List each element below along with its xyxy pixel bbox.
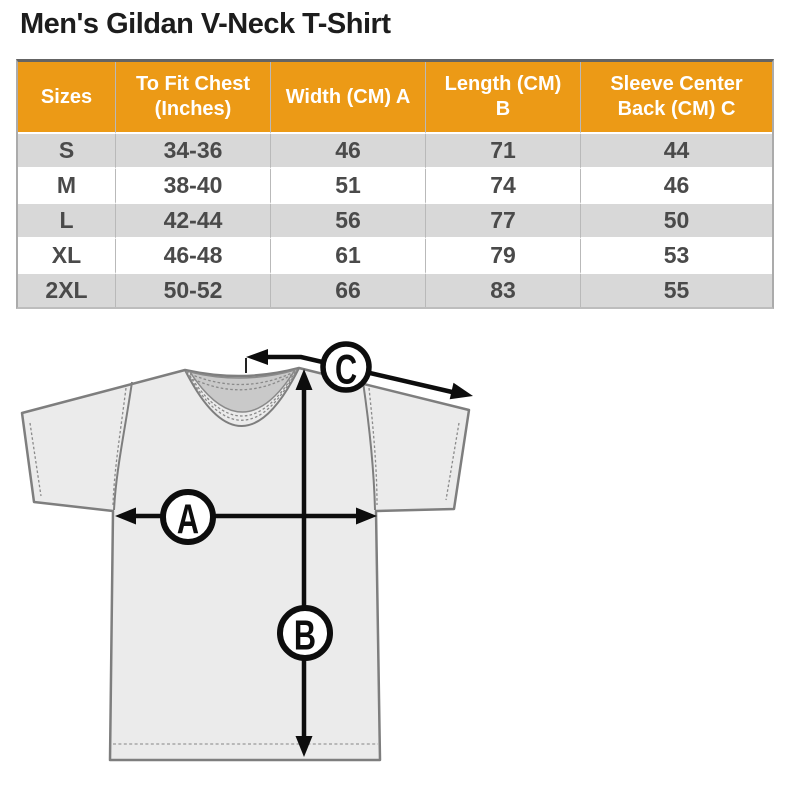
sleeve-label-circle xyxy=(320,341,372,393)
cell-sleeve: 55 xyxy=(580,274,772,307)
page-title: Men's Gildan V-Neck T-Shirt xyxy=(20,8,391,40)
cell-sleeve: 46 xyxy=(580,169,772,204)
cell-sleeve: 50 xyxy=(580,204,772,239)
cell-length: 77 xyxy=(425,204,580,239)
column-header-length: Length (CM) B xyxy=(425,62,580,134)
cell-size: S xyxy=(18,134,115,169)
length-label-circle xyxy=(277,605,333,661)
cell-width: 61 xyxy=(270,239,425,274)
column-header-sizes: Sizes xyxy=(18,62,115,134)
left-sleeve-inner-edge xyxy=(113,381,133,511)
cell-sleeve: 44 xyxy=(580,134,772,169)
column-header-chest: To Fit Chest (Inches) xyxy=(115,62,270,134)
cell-sleeve: 53 xyxy=(580,239,772,274)
table-row: M 38-40 51 74 46 xyxy=(18,169,772,204)
cell-size: M xyxy=(18,169,115,204)
collar-stitch-band-1 xyxy=(186,368,298,417)
armhole-seam-right xyxy=(368,387,378,506)
back-neck-opening xyxy=(188,368,297,413)
column-header-width: Width (CM) A xyxy=(270,62,425,134)
cell-length: 79 xyxy=(425,239,580,274)
column-header-sleeve: Sleeve Center Back (CM) C xyxy=(580,62,772,134)
length-label: B xyxy=(294,612,316,659)
collar-stitch-top-1 xyxy=(189,371,295,386)
table-row: L 42-44 56 77 50 xyxy=(18,204,772,239)
tshirt-diagram: A B C xyxy=(20,341,473,762)
width-label: A xyxy=(177,496,199,543)
cell-width: 46 xyxy=(270,134,425,169)
table-row: S 34-36 46 71 44 xyxy=(18,134,772,169)
sleeve-hem-seam-right xyxy=(445,422,460,501)
collar-stitch-band-2 xyxy=(185,367,299,421)
cell-size: L xyxy=(18,204,115,239)
cell-chest: 38-40 xyxy=(115,169,270,204)
table-row: XL 46-48 61 79 53 xyxy=(18,239,772,274)
length-arrow xyxy=(295,369,313,757)
width-label-circle xyxy=(160,489,216,545)
tshirt-outline xyxy=(20,366,471,762)
cell-chest: 46-48 xyxy=(115,239,270,274)
cell-width: 51 xyxy=(270,169,425,204)
table-row: 2XL 50-52 66 83 55 xyxy=(18,274,772,307)
sleeve-label: C xyxy=(335,346,357,393)
right-sleeve-inner-edge xyxy=(362,381,376,511)
cell-width: 56 xyxy=(270,204,425,239)
cell-length: 83 xyxy=(425,274,580,307)
cell-chest: 50-52 xyxy=(115,274,270,307)
cell-size: XL xyxy=(18,239,115,274)
header-row: Sizes To Fit Chest (Inches) Width (CM) A… xyxy=(18,62,772,134)
collar-outer-edge xyxy=(184,367,300,427)
sleeve-arrow xyxy=(245,349,473,400)
size-table: Sizes To Fit Chest (Inches) Width (CM) A… xyxy=(16,59,774,309)
cell-length: 74 xyxy=(425,169,580,204)
armhole-seam-left xyxy=(112,387,127,506)
cell-width: 66 xyxy=(270,274,425,307)
cell-chest: 42-44 xyxy=(115,204,270,239)
cell-length: 71 xyxy=(425,134,580,169)
cell-size: 2XL xyxy=(18,274,115,307)
collar-stitch-top-2 xyxy=(188,373,294,391)
cell-chest: 34-36 xyxy=(115,134,270,169)
